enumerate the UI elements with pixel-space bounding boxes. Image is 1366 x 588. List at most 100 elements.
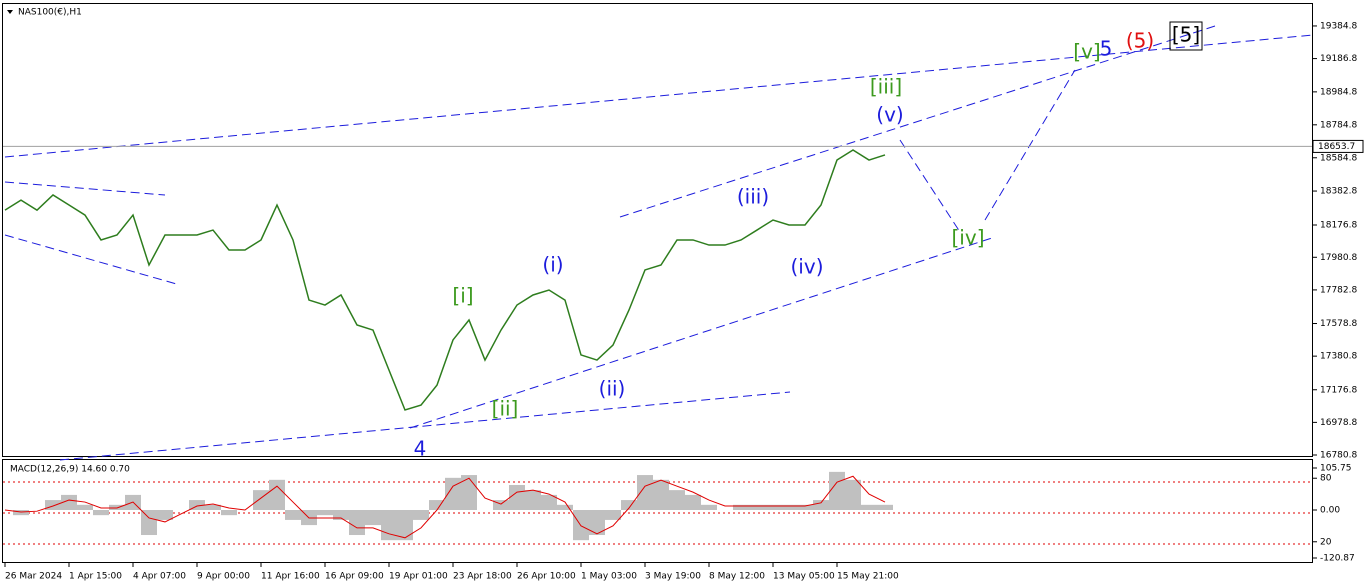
y-tick-label: 105.75 bbox=[1320, 464, 1352, 474]
wave-label: (ii) bbox=[599, 377, 626, 401]
macd-bar bbox=[429, 500, 445, 510]
macd-bar bbox=[317, 509, 333, 516]
y-tick-label: 17578.8 bbox=[1320, 319, 1357, 329]
y-tick-label: 18382.8 bbox=[1320, 187, 1357, 197]
macd-bar bbox=[365, 509, 381, 526]
x-tick-label: 3 May 19:00 bbox=[645, 572, 701, 582]
wave-label: 5 bbox=[1100, 37, 1113, 61]
y-tick-label: 16780.8 bbox=[1320, 451, 1357, 461]
macd-bar bbox=[221, 509, 237, 516]
x-tick-label: 26 Apr 10:00 bbox=[517, 572, 576, 582]
macd-levels bbox=[3, 481, 1312, 545]
macd-panel bbox=[2, 459, 1313, 563]
macd-bar bbox=[109, 504, 125, 510]
macd-bar bbox=[877, 504, 893, 510]
macd-bar bbox=[445, 477, 461, 510]
x-tick-label: 9 Apr 00:00 bbox=[197, 572, 250, 582]
macd-bar bbox=[61, 494, 77, 510]
wave-label: [5] bbox=[1172, 23, 1200, 47]
macd-bar bbox=[733, 504, 749, 510]
x-tick-label: 15 May 21:00 bbox=[837, 572, 899, 582]
wave-label: 4 bbox=[414, 437, 427, 461]
price-line bbox=[4, 149, 886, 411]
macd-bar bbox=[461, 475, 477, 510]
x-tick-label: 19 Apr 01:00 bbox=[389, 572, 448, 582]
x-tick-label: 13 May 05:00 bbox=[773, 572, 835, 582]
macd-bar bbox=[813, 500, 829, 510]
wave-box bbox=[1169, 21, 1203, 51]
last-price-box bbox=[1312, 139, 1364, 153]
y-tick-label: 20 bbox=[1320, 537, 1332, 547]
x-tick-label: 23 Apr 18:00 bbox=[453, 572, 512, 582]
wave-label: (iii) bbox=[737, 185, 769, 209]
x-tick-label: 26 Mar 2024 bbox=[5, 572, 62, 582]
macd-bar bbox=[781, 504, 797, 510]
menu-arrow[interactable] bbox=[7, 10, 13, 14]
macd-bar bbox=[829, 471, 845, 510]
macd-bar bbox=[397, 509, 413, 541]
macd-bar bbox=[189, 500, 205, 510]
macd-bar bbox=[525, 490, 541, 510]
x-tick-label: 1 May 03:00 bbox=[581, 572, 637, 582]
wave-label: (iv) bbox=[791, 255, 824, 279]
macd-bar bbox=[13, 509, 29, 516]
macd-bar bbox=[557, 504, 573, 510]
macd-bar bbox=[269, 479, 285, 510]
macd-bar bbox=[845, 479, 861, 510]
x-tick-label: 4 Apr 07:00 bbox=[133, 572, 186, 582]
macd-bar bbox=[765, 504, 781, 510]
macd-bar bbox=[861, 504, 877, 510]
macd-title: MACD(12,26,9) 14.60 0.70 bbox=[10, 465, 130, 475]
y-tick-label: 18584.8 bbox=[1320, 153, 1357, 163]
macd-bar bbox=[45, 500, 61, 510]
signal-line bbox=[4, 475, 886, 539]
macd-bar bbox=[685, 494, 701, 510]
wave-label: (5) bbox=[1126, 29, 1154, 53]
x-tick-label: 8 May 12:00 bbox=[709, 572, 765, 582]
wave-label: [iii] bbox=[870, 75, 902, 99]
macd-bar bbox=[701, 504, 717, 510]
macd-bar bbox=[589, 509, 605, 536]
y-tick-label: 17380.8 bbox=[1320, 352, 1357, 362]
y-tick-label: 19384.8 bbox=[1320, 21, 1357, 31]
macd-bar bbox=[333, 509, 349, 520]
x-tick-label: 11 Apr 16:00 bbox=[261, 572, 320, 582]
y-tick-label: 17980.8 bbox=[1320, 253, 1357, 263]
macd-bar bbox=[605, 509, 621, 520]
wave-label: [iv] bbox=[952, 226, 985, 250]
price-panel bbox=[2, 3, 1313, 457]
macd-bar bbox=[493, 500, 509, 510]
x-tick-label: 16 Apr 09:00 bbox=[325, 572, 384, 582]
y-tick-label: 0.00 bbox=[1320, 505, 1340, 515]
y-tick-label: 80 bbox=[1320, 474, 1332, 484]
macd-bar bbox=[621, 500, 637, 510]
chart-title: NAS100(€),H1 bbox=[18, 8, 82, 18]
y-tick-label: 17782.8 bbox=[1320, 285, 1357, 295]
macd-bar bbox=[749, 504, 765, 510]
macd-bar bbox=[541, 494, 557, 510]
macd-bar bbox=[349, 509, 365, 536]
y-tick-label: 18784.8 bbox=[1320, 120, 1357, 130]
macd-bar bbox=[413, 509, 429, 520]
y-tick-label: 19186.8 bbox=[1320, 54, 1357, 64]
macd-bar bbox=[285, 509, 301, 520]
macd-bar bbox=[77, 504, 93, 510]
x-tick-label: 1 Apr 15:00 bbox=[69, 572, 122, 582]
macd-bar bbox=[509, 484, 525, 510]
macd-bar bbox=[637, 475, 653, 510]
y-tick-label: 16978.8 bbox=[1320, 418, 1357, 428]
y-tick-label: 18984.8 bbox=[1320, 87, 1357, 97]
macd-bar bbox=[253, 490, 269, 510]
wave-label: [v] bbox=[1073, 40, 1100, 64]
macd-bar bbox=[797, 504, 813, 510]
y-tick-label: 18176.8 bbox=[1320, 220, 1357, 230]
macd-bar bbox=[141, 509, 157, 536]
macd-bar bbox=[653, 479, 669, 510]
macd-bar bbox=[205, 504, 221, 510]
wave-label: [i] bbox=[452, 284, 473, 308]
macd-bar bbox=[669, 490, 685, 510]
wave-label: [ii] bbox=[492, 397, 519, 421]
macd-bar bbox=[93, 509, 109, 516]
